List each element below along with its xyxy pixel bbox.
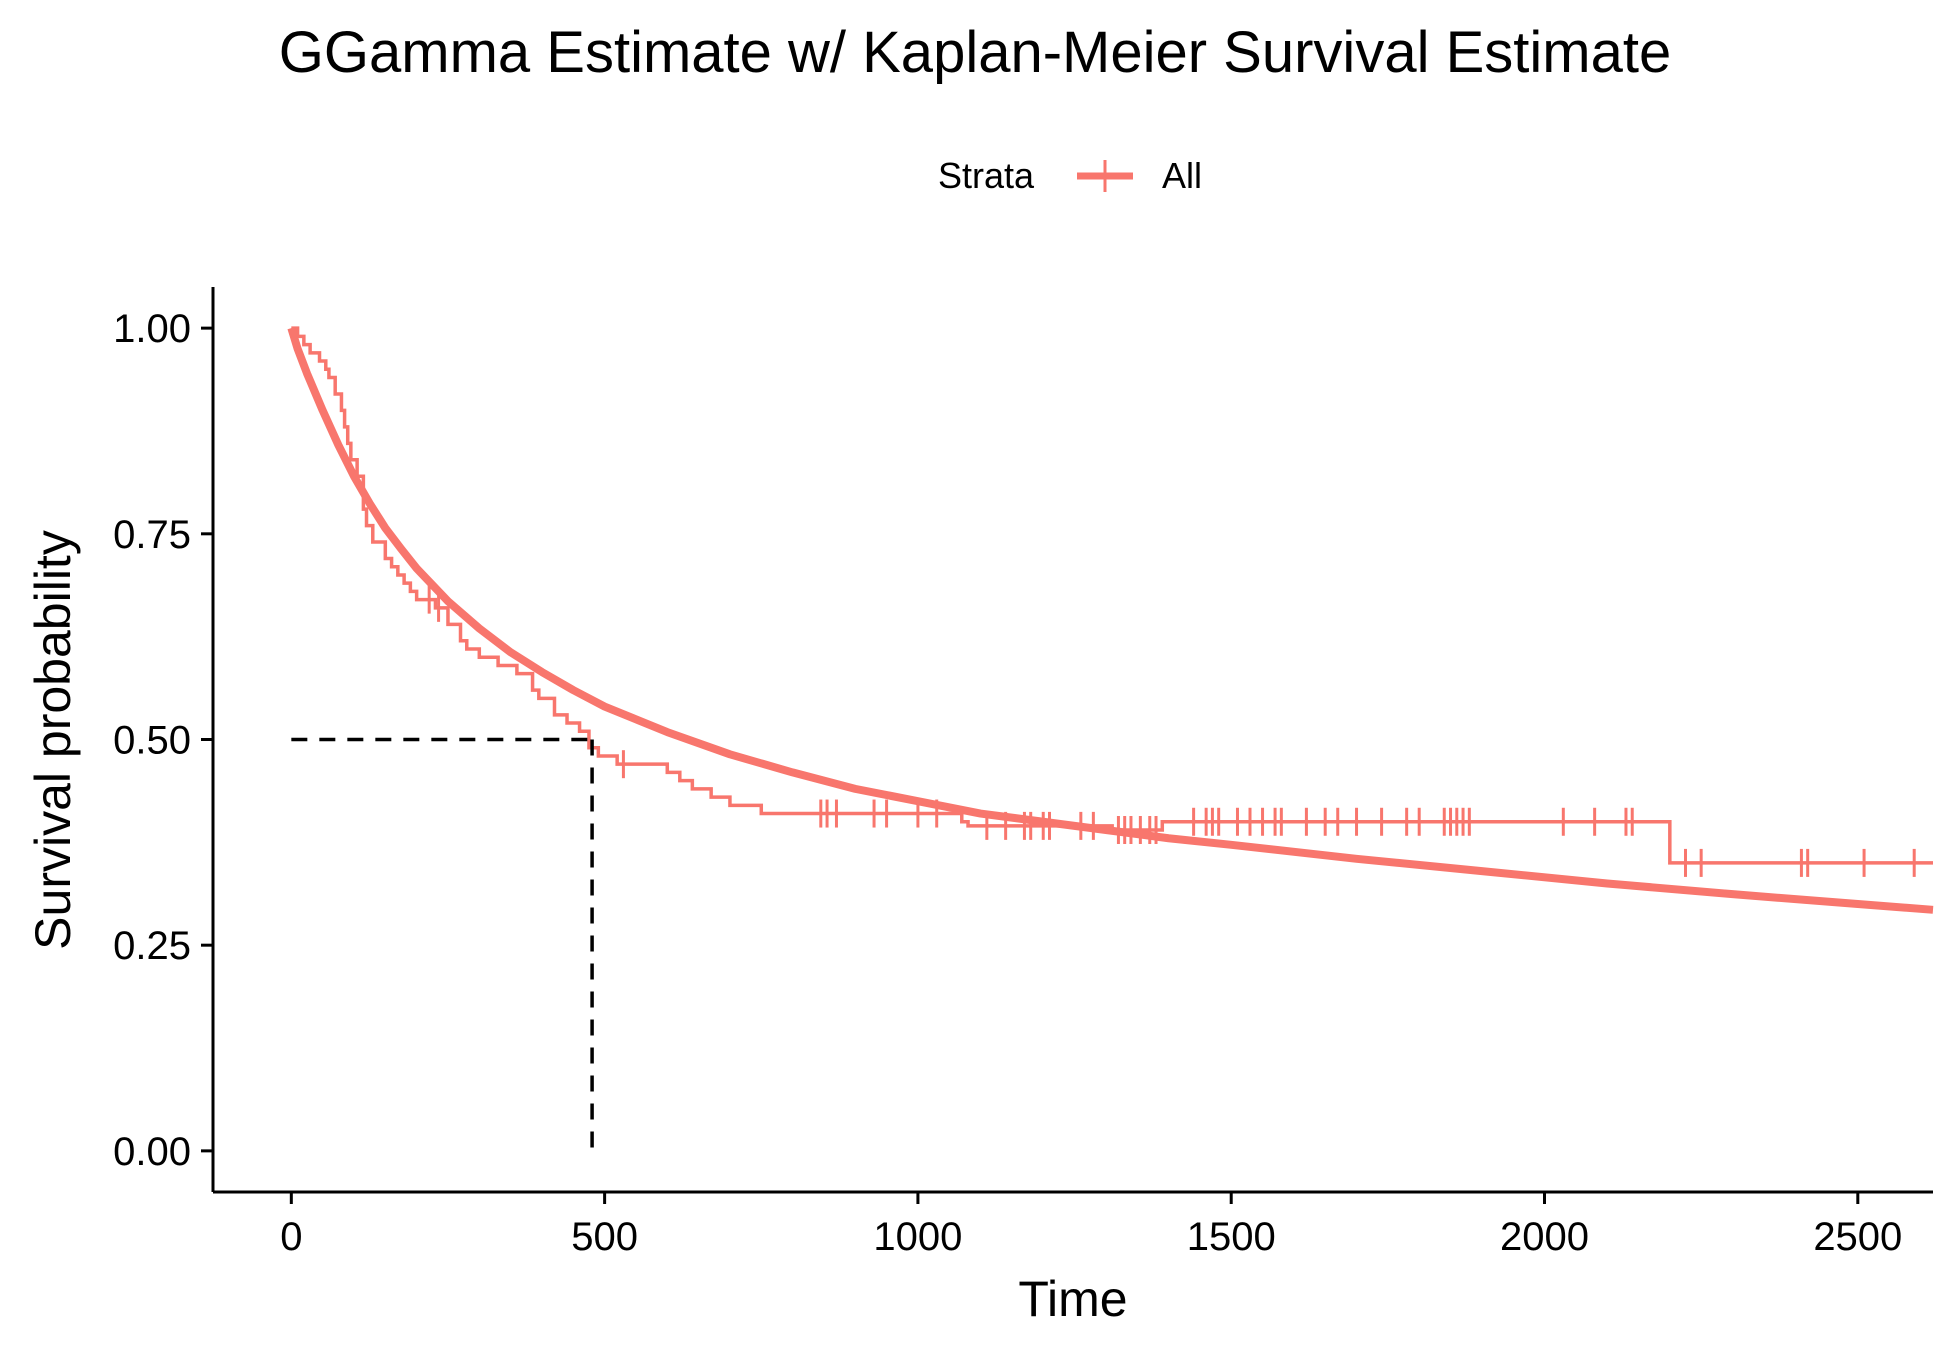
y-tick-label: 0.50 xyxy=(113,719,191,763)
x-tick-label: 0 xyxy=(280,1215,302,1259)
y-tick-label: 0.25 xyxy=(113,924,191,968)
x-tick-label: 1500 xyxy=(1187,1215,1276,1259)
legend-entry-all: All xyxy=(1162,155,1202,196)
y-tick-label: 0.00 xyxy=(113,1130,191,1174)
y-axis-title: Survival probability xyxy=(25,530,81,950)
legend-title: Strata xyxy=(938,155,1035,196)
chart-title: GGamma Estimate w/ Kaplan-Meier Survival… xyxy=(279,20,1671,85)
y-tick-label: 0.75 xyxy=(113,513,191,557)
x-tick-label: 500 xyxy=(571,1215,638,1259)
x-tick-label: 1000 xyxy=(873,1215,962,1259)
x-axis-title: Time xyxy=(1018,1271,1127,1327)
legend-key-all xyxy=(1077,160,1133,192)
ggamma-curve xyxy=(287,326,1934,914)
km-step-line xyxy=(291,326,1933,865)
x-tick-label: 2000 xyxy=(1500,1215,1589,1259)
x-tick-label: 2500 xyxy=(1813,1215,1902,1259)
y-tick-label: 1.00 xyxy=(113,307,191,351)
axes: 0 500 1000 1500 2000 2500 0.00 0.25 0.50 0.75 1.00 xyxy=(113,287,1933,1259)
legend: Strata All xyxy=(938,155,1202,196)
plot-area xyxy=(287,326,1934,1151)
